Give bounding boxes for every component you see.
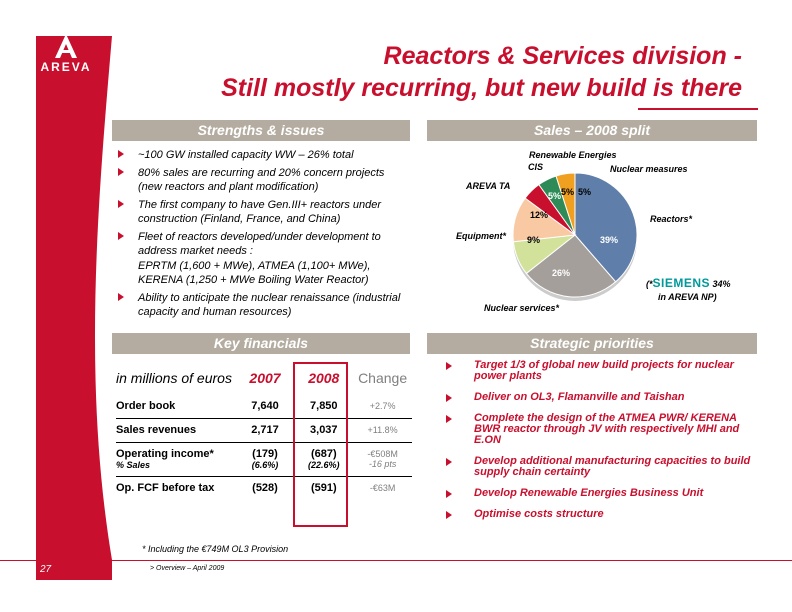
pct-cis: 5%: [548, 191, 562, 201]
label-renewable: Renewable Energies: [529, 150, 617, 160]
bullet-arrow-icon: [446, 458, 452, 466]
bullet-arrow-icon: [118, 168, 124, 176]
priority-item: Complete the design of the ATMEA PWR/ KE…: [446, 413, 756, 446]
priority-item: Deliver on OL3, Flamanville and Taishan: [446, 392, 756, 403]
areva-logo: AREVA: [34, 34, 98, 74]
label-equipment: Equipment*: [456, 231, 507, 241]
table-row: Sales revenues 2,717 3,037 +11.8%: [116, 418, 412, 443]
bullet-arrow-icon: [446, 362, 452, 370]
highlight-2008-box: [293, 362, 348, 527]
strength-subitem: EPRTM (1,600 + MWe), ATMEA (1,100+ MWe),…: [138, 260, 371, 286]
title-line-1: Reactors & Services division -: [383, 42, 742, 70]
priorities-list: Target 1/3 of global new build projects …: [446, 360, 756, 530]
bullet-arrow-icon: [446, 394, 452, 402]
sales-header: Sales – 2008 split: [427, 120, 757, 141]
title-rule: [638, 108, 758, 110]
bullet-arrow-icon: [118, 150, 124, 158]
priorities-header: Strategic priorities: [427, 333, 757, 354]
col-2007: 2007: [249, 370, 281, 386]
siemens-note: (*SIEMENS 34%: [646, 276, 731, 290]
label-areva-ta: AREVA TA: [466, 181, 511, 191]
label-nuclear-services: Nuclear services*: [484, 303, 560, 313]
page-title: Reactors & Services division - Still mos…: [221, 40, 742, 104]
title-line-2: Still mostly recurring, but new build is…: [221, 74, 742, 102]
strength-item: ~100 GW installed capacity WW – 26% tota…: [118, 148, 408, 162]
pie-slice-nuclear-services: [525, 234, 617, 298]
siemens-logo: SIEMENS: [652, 276, 711, 290]
strength-item: Ability to anticipate the nuclear renais…: [118, 291, 408, 319]
pie-svg: [512, 172, 638, 301]
areva-logo-icon: [55, 34, 77, 58]
siemens-note-suffix: in AREVA NP): [658, 292, 717, 302]
red-sidebar: [0, 0, 112, 612]
pie-slice-nuclear-measures: [555, 172, 576, 236]
pct-nuclear-services: 26%: [552, 268, 571, 278]
priority-item: Target 1/3 of global new build projects …: [446, 360, 756, 382]
pct-reactors: 39%: [600, 235, 619, 245]
sales-pie-chart: Renewable Energies CIS Nuclear measures …: [420, 140, 750, 320]
footnote: * Including the €749M OL3 Provision: [142, 544, 289, 554]
priority-item: Optimise costs structure: [446, 509, 756, 520]
bullet-arrow-icon: [446, 490, 452, 498]
bullet-arrow-icon: [446, 511, 452, 519]
table-row: Order book 7,640 7,850 +2.7%: [116, 394, 412, 419]
financials-header: Key financials: [112, 333, 410, 354]
pct-nuclear-measures: 5%: [578, 187, 592, 197]
table-header-row: in millions of euros 2007 2008 Change: [116, 362, 412, 394]
bullet-arrow-icon: [118, 200, 124, 208]
strength-item: 80% sales are recurring and 20% concern …: [118, 166, 408, 194]
label-nuclear-measures: Nuclear measures: [610, 164, 688, 174]
label-cis: CIS: [528, 162, 544, 172]
table-row: Operating income* % Sales (179) (6.6%) (…: [116, 442, 412, 477]
logo-text: AREVA: [40, 60, 92, 74]
pct-renewable: 5%: [561, 187, 575, 197]
pct-areva-ta: 12%: [530, 210, 549, 220]
pct-equipment: 9%: [527, 235, 541, 245]
pie-slice-reactors: [574, 172, 638, 283]
financials-table-wrap: in millions of euros 2007 2008 Change Or…: [116, 362, 412, 527]
footer-rule: [0, 560, 792, 561]
priority-item: Develop Renewable Energies Business Unit: [446, 488, 756, 499]
col-change: Change: [358, 370, 408, 386]
col-2008: 2008: [308, 370, 340, 386]
strength-item: The first company to have Gen.III+ react…: [118, 198, 408, 226]
label-reactors: Reactors*: [650, 214, 693, 224]
footer-text: > Overview – April 2009: [150, 565, 225, 572]
page-number: 27: [40, 564, 52, 575]
strengths-header: Strengths & issues: [112, 120, 410, 141]
strength-item: Fleet of reactors developed/under develo…: [118, 230, 408, 258]
table-row: Op. FCF before tax (528) (591) -€63M: [116, 482, 396, 495]
bullet-arrow-icon: [118, 293, 124, 301]
financials-table: in millions of euros 2007 2008 Change Or…: [116, 362, 412, 500]
unit-label: in millions of euros: [116, 370, 232, 386]
bullet-arrow-icon: [118, 232, 124, 240]
strengths-list: ~100 GW installed capacity WW – 26% tota…: [118, 148, 408, 323]
bullet-arrow-icon: [446, 415, 452, 423]
priority-item: Develop additional manufacturing capacit…: [446, 456, 756, 478]
